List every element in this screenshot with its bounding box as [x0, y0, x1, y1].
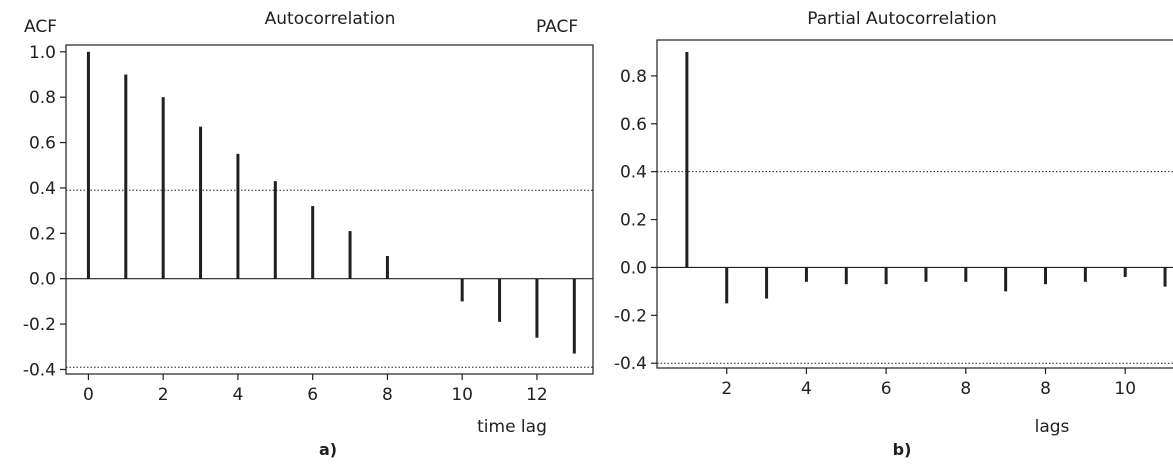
correlation-bar	[273, 181, 277, 279]
panel-a-label: a)	[319, 440, 337, 459]
pacf-bars	[685, 51, 1167, 304]
correlation-bar	[765, 267, 769, 299]
pacf-plot-frame	[656, 39, 1173, 369]
x-tick-label: 10	[451, 385, 473, 405]
correlation-bar	[964, 267, 968, 282]
correlation-bar	[498, 278, 502, 322]
correlation-bar	[685, 51, 689, 268]
correlation-bar	[348, 231, 352, 279]
correlation-bar	[924, 267, 928, 282]
correlation-bar	[572, 278, 576, 354]
y-tick-label: 0.4	[29, 179, 56, 199]
pacf-x-axis: 2 4 6 8 8 10	[721, 368, 1136, 399]
correlation-bar	[804, 267, 808, 282]
correlation-bar	[1163, 267, 1167, 287]
acf-x-axis: 0 2 4 6 8 10 12	[83, 374, 548, 405]
correlation-bar	[1044, 267, 1048, 285]
y-tick-label: 0.2	[620, 211, 647, 231]
x-tick-label: 10	[1114, 379, 1136, 399]
y-tick-label: 0.4	[620, 163, 647, 183]
y-tick-label: 0.2	[29, 224, 56, 244]
correlation-bar	[884, 267, 888, 285]
y-tick-label: 0.6	[29, 134, 56, 154]
x-tick-label: 0	[83, 385, 94, 405]
x-tick-label: 4	[801, 379, 812, 399]
correlation-bar	[311, 206, 315, 279]
acf-y-axis: 1.0 0.8 0.6 0.4 0.2 0.0 -0.2 -0.4	[23, 43, 66, 380]
correlation-bar	[86, 51, 90, 279]
y-tick-label: 0.6	[620, 115, 647, 135]
x-tick-label: 2	[158, 385, 169, 405]
pacf-xlabel: lags	[1035, 417, 1070, 437]
x-tick-label: 12	[526, 385, 548, 405]
correlation-bar	[844, 267, 848, 285]
y-tick-label: -0.2	[614, 306, 647, 326]
acf-reference-lines	[66, 189, 593, 368]
correlation-bar	[1004, 267, 1008, 292]
acf-plot-frame	[65, 44, 594, 375]
acf-xlabel: time lag	[477, 417, 547, 437]
panel-b-label: b)	[893, 440, 912, 459]
correlation-bar	[725, 267, 729, 304]
y-tick-label: -0.4	[614, 354, 647, 374]
y-tick-label: -0.2	[23, 315, 56, 335]
correlation-bar	[1123, 267, 1127, 278]
correlation-bar	[124, 74, 128, 279]
acf-title: Autocorrelation	[265, 9, 396, 29]
acf-ylabel: ACF	[24, 17, 57, 37]
pacf-y-axis: 0.8 0.6 0.4 0.2 0.0 -0.2 -0.4	[614, 67, 657, 374]
pacf-title: Partial Autocorrelation	[807, 9, 997, 29]
correlation-bar	[535, 278, 539, 338]
x-tick-label: 4	[233, 385, 244, 405]
correlation-bar	[236, 153, 240, 279]
y-tick-label: 0.0	[29, 270, 56, 290]
x-tick-label: 8	[1040, 379, 1051, 399]
x-tick-label: 8	[960, 379, 971, 399]
pacf-corner-label: PACF	[536, 17, 578, 37]
correlation-bar	[385, 256, 389, 279]
pacf-panel: Partial Autocorrelation 0.8 0.6 0.4 0.2 0.0 -…	[614, 9, 1173, 459]
x-tick-label: 6	[307, 385, 318, 405]
y-tick-label: 0.8	[29, 88, 56, 108]
pacf-reference-lines	[657, 171, 1173, 364]
correlation-bar	[199, 126, 203, 279]
x-tick-label: 8	[382, 385, 393, 405]
x-tick-label: 6	[881, 379, 892, 399]
x-tick-label: 2	[721, 379, 732, 399]
y-tick-label: 1.0	[29, 43, 56, 63]
y-tick-label: 0.8	[620, 67, 647, 87]
y-tick-label: -0.4	[23, 360, 56, 380]
acf-panel: ACF Autocorrelation PACF 1.0 0.8 0.6 0.4 0.2…	[23, 9, 594, 459]
y-tick-label: 0.0	[620, 258, 647, 278]
correlation-bar	[161, 97, 165, 279]
correlation-bar	[1083, 267, 1087, 282]
correlation-bar	[460, 278, 464, 302]
acf-bars	[86, 51, 576, 354]
